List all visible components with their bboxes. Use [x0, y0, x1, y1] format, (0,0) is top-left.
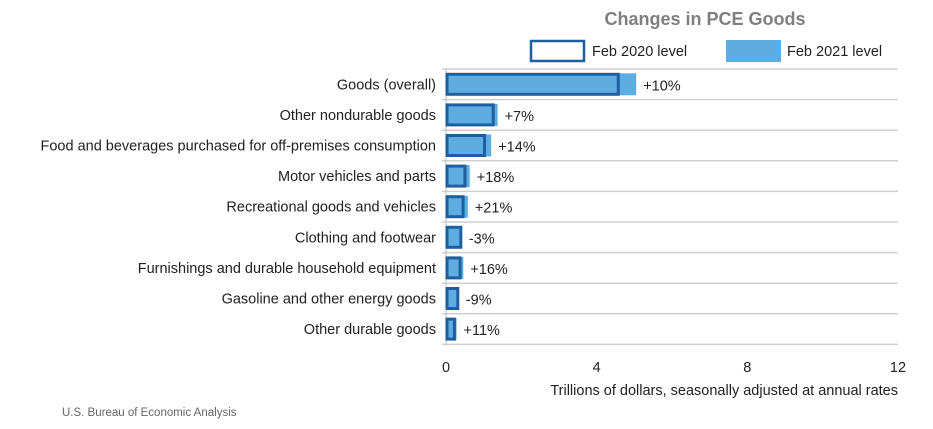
- category-label: Recreational goods and vehicles: [226, 200, 436, 216]
- data-label: -9%: [466, 293, 492, 309]
- source-note: U.S. Bureau of Economic Analysis: [62, 407, 237, 419]
- category-label: Goods (overall): [337, 77, 436, 93]
- legend: Feb 2020 level Feb 2021 level: [529, 39, 882, 63]
- bar-feb-2020: [445, 256, 462, 280]
- bar-feb-2021: [446, 287, 458, 310]
- legend-swatch-2021: [726, 40, 781, 62]
- x-axis-title: Trillions of dollars, seasonally adjuste…: [550, 383, 898, 399]
- x-tick-label: 8: [743, 360, 751, 376]
- data-label: +14%: [498, 140, 536, 156]
- data-label: +16%: [470, 262, 508, 278]
- category-label: Other nondurable goods: [280, 108, 436, 124]
- category-label: Other durable goods: [304, 322, 436, 338]
- bar-feb-2021: [446, 134, 492, 157]
- bar-feb-2020: [445, 287, 460, 310]
- data-label: +7%: [505, 109, 535, 125]
- bar-feb-2020: [445, 134, 487, 157]
- legend-label-2020: Feb 2020 level: [592, 44, 687, 60]
- bar-feb-2020: [445, 164, 467, 188]
- bar-feb-2020: [445, 317, 456, 341]
- category-label: Furnishings and durable household equipm…: [138, 261, 436, 277]
- chart-title: Changes in PCE Goods: [604, 9, 805, 29]
- data-label: +18%: [477, 170, 515, 186]
- category-label: Motor vehicles and parts: [278, 169, 436, 185]
- bar-feb-2020: [445, 72, 620, 96]
- bar-feb-2020: [445, 225, 463, 249]
- category-label: Clothing and footwear: [295, 230, 436, 246]
- bar-feb-2021: [446, 226, 462, 249]
- x-tick-label: 0: [442, 360, 450, 376]
- category-label: Food and beverages purchased for off-pre…: [41, 139, 437, 155]
- bar-feb-2021: [446, 103, 498, 126]
- category-label: Gasoline and other energy goods: [222, 292, 436, 308]
- bar-feb-2021: [446, 73, 637, 96]
- data-label: -3%: [469, 231, 495, 247]
- data-label: +10%: [643, 78, 681, 94]
- legend-swatch-2020: [529, 39, 586, 63]
- bar-feb-2020: [445, 195, 465, 219]
- legend-label-2021: Feb 2021 level: [787, 44, 882, 60]
- data-label: +21%: [475, 201, 513, 217]
- bar-feb-2020: [445, 103, 495, 127]
- bar-feb-2021: [446, 318, 457, 341]
- x-tick-label: 12: [890, 360, 906, 376]
- x-tick-label: 4: [593, 360, 601, 376]
- data-label: +11%: [464, 323, 501, 339]
